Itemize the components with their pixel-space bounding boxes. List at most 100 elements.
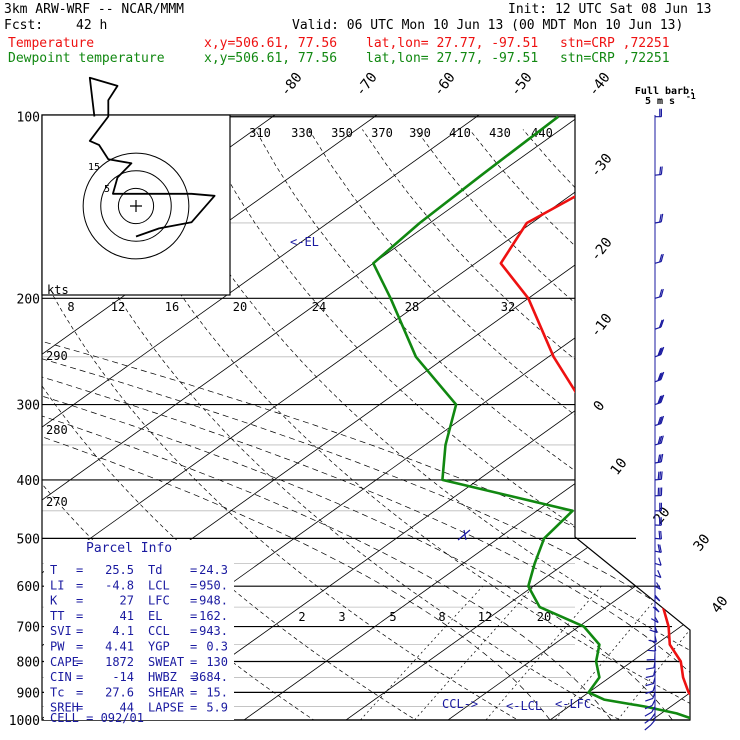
wind-barb-850	[645, 677, 656, 687]
wind-barb-675	[650, 616, 659, 624]
dewpoint-xy: x,y=506.61, 77.56	[204, 51, 338, 66]
wind-barb-225	[654, 319, 665, 330]
dry-adiabat-380	[522, 129, 690, 720]
hodo-scale-label-16: 16	[165, 300, 179, 314]
wind-barb-125	[654, 166, 663, 176]
dry-adiabat-280	[42, 129, 541, 720]
parcel-value-Tc: 27.6	[105, 685, 134, 699]
parcel-value-LCL: 950.	[199, 578, 228, 592]
parcel-eq-8b: =	[190, 685, 197, 699]
forecast-hour: 42 h	[76, 18, 108, 33]
wind-barb-175	[654, 253, 664, 264]
temperature-station: stn=CRP ,72251	[560, 36, 670, 51]
ccl-marker: CCL->	[442, 697, 478, 711]
parcel-value-T: 25.5	[105, 563, 134, 577]
parcel-info-title: Parcel Info	[86, 541, 172, 556]
dry-adiabat-300	[94, 129, 690, 720]
theta-label-410: 410	[449, 126, 471, 140]
hodograph-ring-2	[100, 170, 172, 242]
hodo-scale-label-32: 32	[501, 300, 515, 314]
valid-time: Valid: 06 UTC Mon 10 Jun 13 (00 MDT Mon …	[292, 18, 684, 33]
dewpoint-profile	[372, 115, 690, 720]
wind-barb-925	[644, 699, 656, 710]
dry-adiabat-350	[362, 129, 690, 720]
parcel-key-LFC: LFC	[148, 594, 170, 608]
parcel-key-CAPE: CAPE	[50, 655, 79, 669]
wind-barb-700	[649, 626, 658, 634]
wind-barb-875	[645, 684, 656, 695]
isotherm-label--80: -80	[278, 70, 306, 100]
wind-barb-600	[654, 582, 662, 590]
pressure-label-900: 900	[17, 686, 40, 701]
parcel-eq-8a: =	[76, 685, 83, 699]
wind-barb-title: Full barb:	[635, 86, 695, 97]
parcel-eq-0b: =	[190, 563, 197, 577]
isotherm-label-30: 30	[691, 531, 714, 554]
temperature-latlon: lat,lon= 27.77, -97.51	[366, 36, 539, 51]
dry-adiabat-270	[42, 129, 437, 720]
parcel-value-LAPSE: 5.9	[206, 701, 228, 715]
parcel-value-CIN: -14	[112, 670, 134, 684]
parcel-key-TT: TT	[50, 609, 64, 623]
isotherm-30	[736, 103, 740, 733]
parcel-eq-4b: =	[190, 624, 197, 638]
isotherm-10	[531, 115, 690, 720]
parcel-eq-1a: =	[76, 578, 83, 592]
hodo-scale-label-24: 24	[312, 300, 326, 314]
theta-e-label-290: 290	[46, 349, 68, 363]
parcel-key-SVI: SVI	[50, 624, 72, 638]
parcel-eq-5b: =	[190, 640, 197, 654]
plot-border	[41, 114, 691, 721]
isotherm-20	[633, 115, 690, 720]
hodograph-ring-label-15: 15	[88, 162, 100, 173]
parcel-value-CCL: 943.	[199, 624, 228, 638]
isotherm-label--60: -60	[431, 70, 459, 100]
dry-adiabat-290	[42, 129, 644, 720]
isotherm-label--50: -50	[508, 70, 536, 100]
isotherm--70	[42, 115, 598, 720]
wind-barb-100	[655, 108, 662, 118]
parcel-key-SWEAT: SWEAT	[148, 655, 184, 669]
el-marker: <-EL	[290, 235, 319, 249]
parcel-eq-6b: =	[190, 655, 197, 669]
parcel-eq-2a: =	[76, 594, 83, 608]
wind-barb-unit: 5 m s	[645, 96, 675, 107]
wind-barb-900	[645, 692, 656, 702]
parcel-value-EL: 162.	[199, 609, 228, 623]
hodograph-center	[130, 200, 142, 212]
wind-barb-575	[654, 570, 662, 579]
parcel-key-K: K	[50, 594, 58, 608]
hodograph-ring-1	[117, 187, 155, 225]
mixing-ratio-label-5: 5	[389, 610, 396, 624]
parcel-value-LI: -4.8	[105, 578, 134, 592]
hodo-scale-label-28: 28	[405, 300, 419, 314]
wind-barb-975	[644, 713, 656, 724]
parcel-eq-3b: =	[190, 609, 197, 623]
parcel-eq-1b: =	[190, 578, 197, 592]
parcel-key-SREH: SREH	[50, 701, 79, 715]
parcel-eq-9a: =	[76, 701, 83, 715]
isotherm-label-40: 40	[709, 593, 732, 616]
theta-label-390: 390	[409, 126, 431, 140]
moist-adiabat-5	[42, 297, 690, 720]
parcel-value-HWBZ: 3684.	[192, 670, 228, 684]
parcel-value-K: 27	[120, 594, 134, 608]
dry-adiabat-310	[147, 129, 690, 720]
model-title: 3km ARW-WRF -- NCAR/MMM	[4, 2, 185, 17]
forecast-label: Fcst:	[4, 18, 44, 33]
isotherm-label--10: -10	[588, 311, 616, 341]
parcel-eq-6a: =	[76, 655, 83, 669]
theta-label-370: 370	[371, 126, 393, 140]
isotherm-label--40: -40	[586, 70, 614, 100]
mixing-ratio-label-12: 12	[478, 610, 492, 624]
parcel-key-EL: EL	[148, 609, 162, 623]
wind-barb-450	[655, 502, 662, 512]
wind-barb-525	[654, 544, 662, 553]
parcel-eq-0a: =	[76, 563, 83, 577]
dry-adiabat-410	[683, 129, 690, 720]
mixing-ratio-label-8: 8	[438, 610, 445, 624]
isotherm-label--30: -30	[588, 151, 616, 181]
pressure-label-600: 600	[17, 580, 40, 595]
parcel-value-LFC: 948.	[199, 594, 228, 608]
